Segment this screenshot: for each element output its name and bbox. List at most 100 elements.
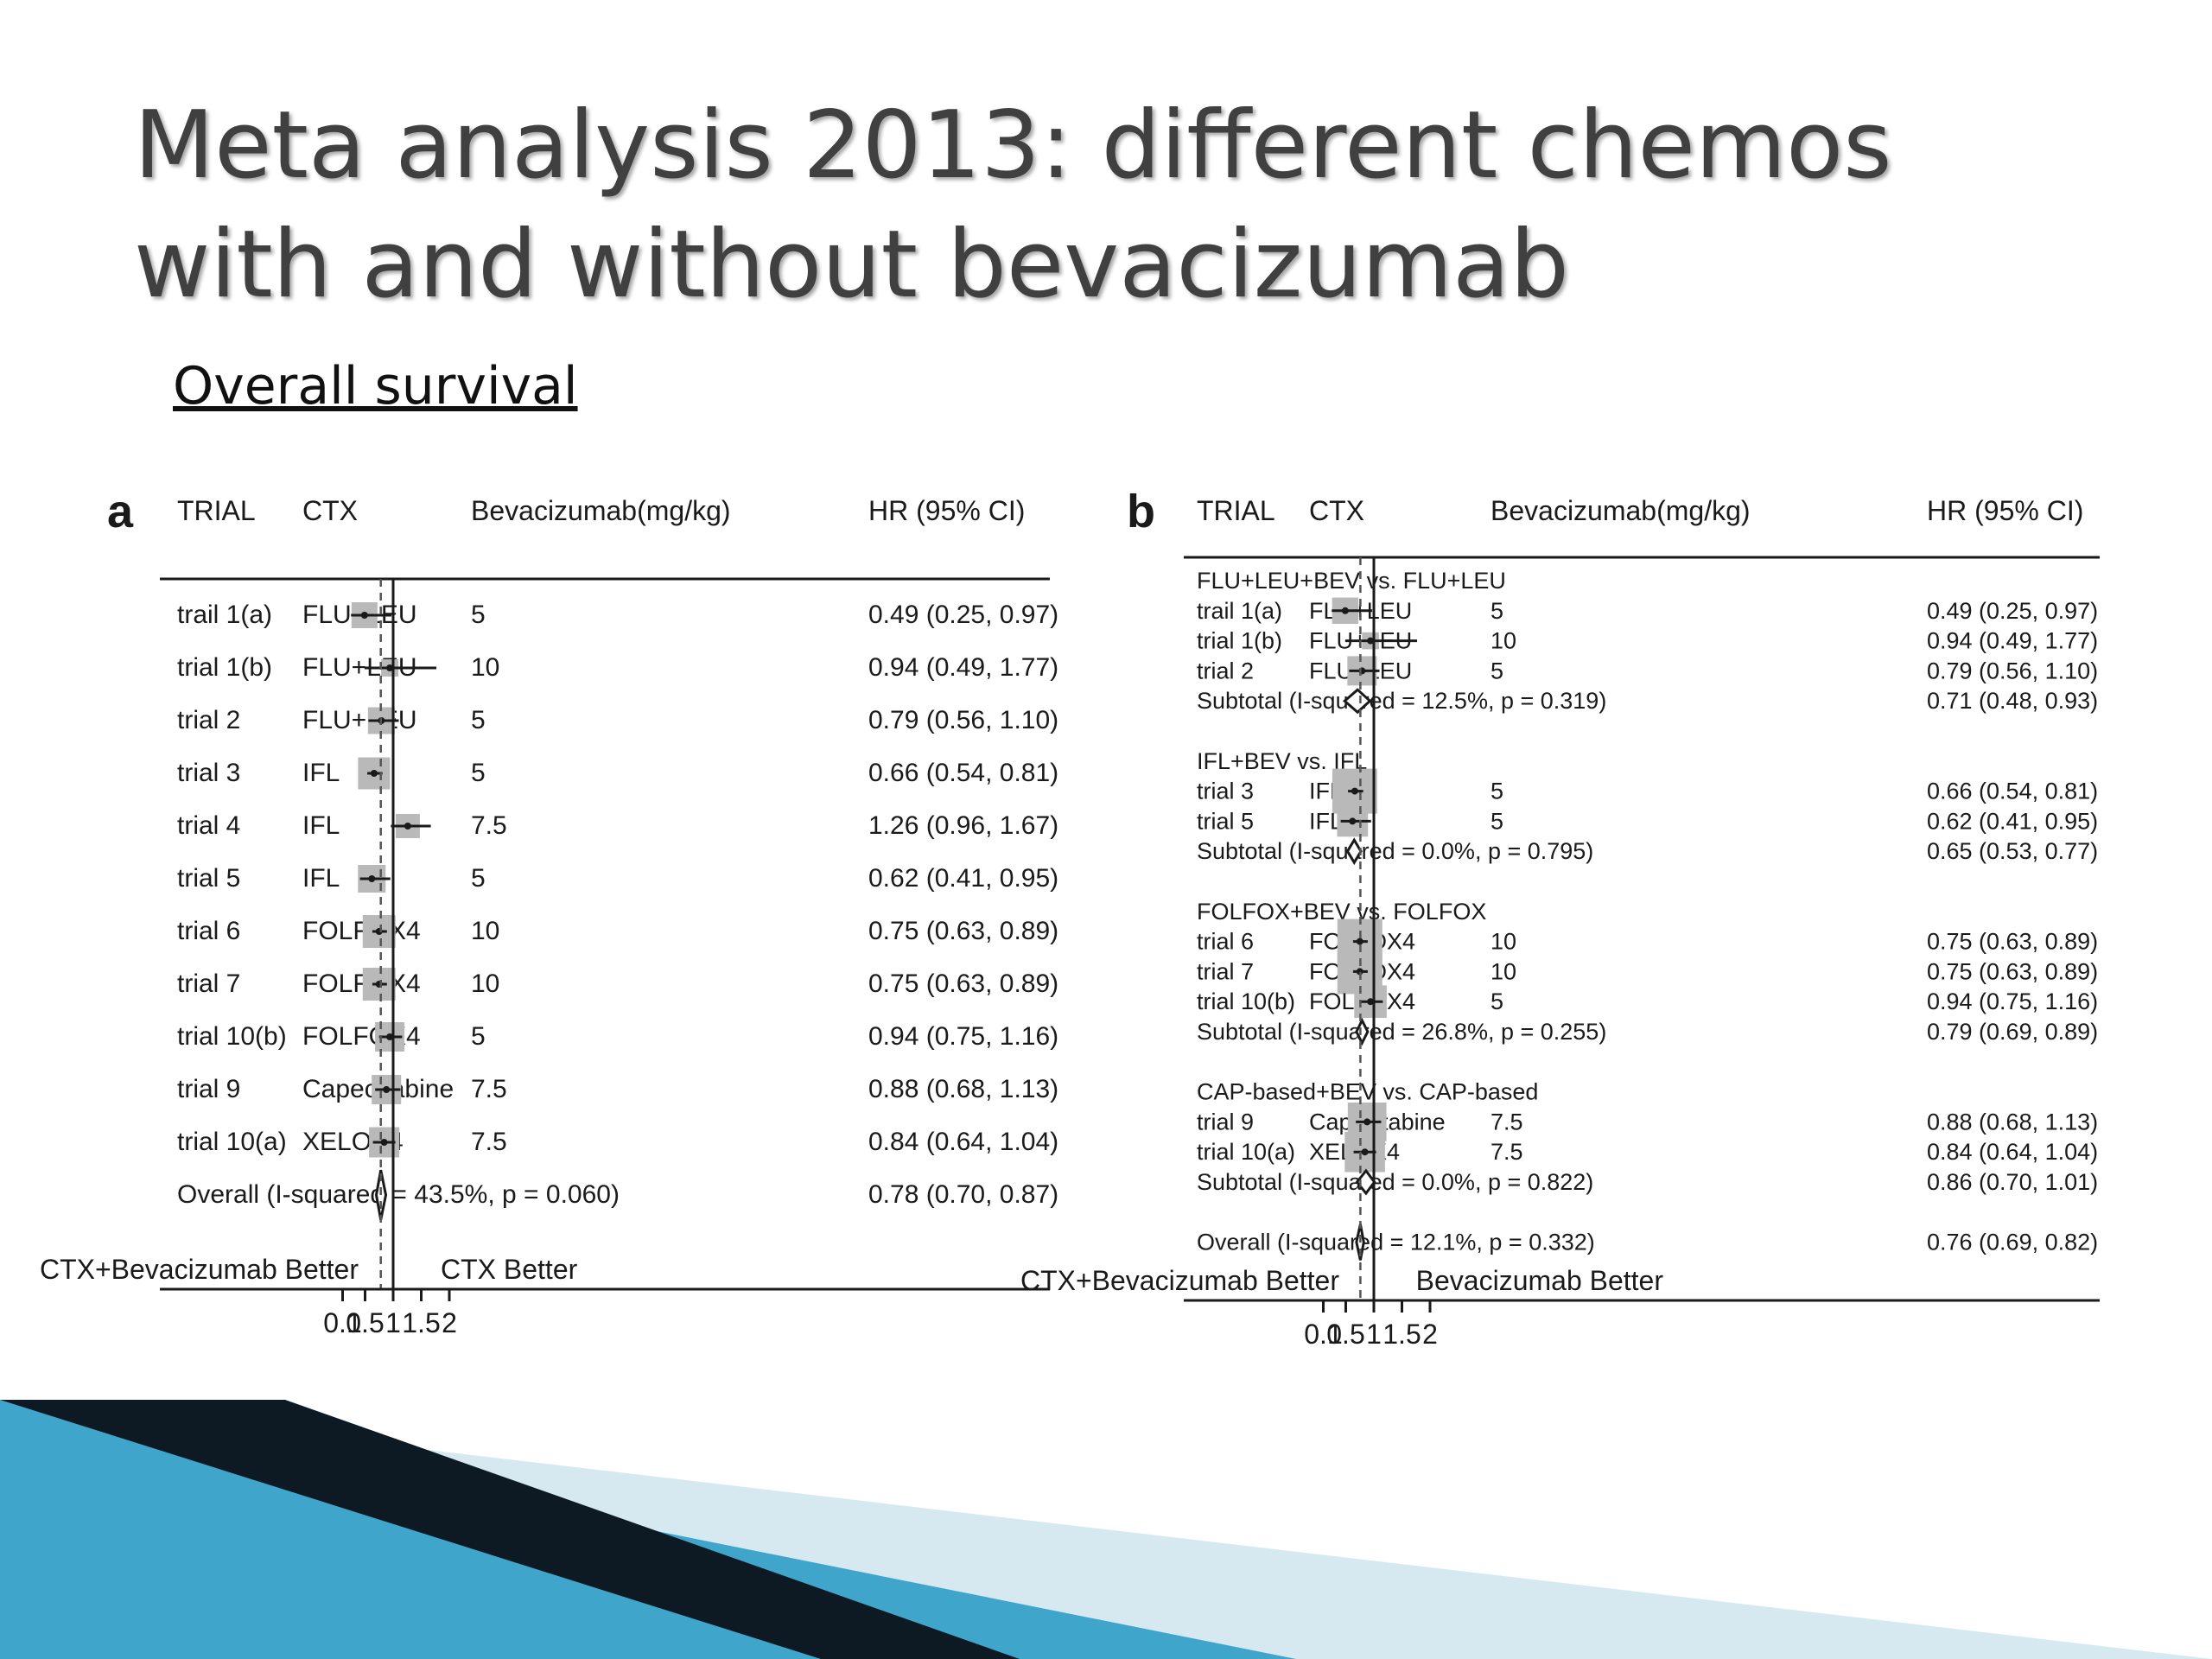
panel-letter: b xyxy=(1127,486,1155,537)
point-estimate xyxy=(370,770,378,777)
overall-label: Overall (I-squared = 43.5%, p = 0.060) xyxy=(177,1180,620,1209)
trial-label: trial 7 xyxy=(1197,958,1254,984)
hr-ci-label: 0.65 (0.53, 0.77) xyxy=(1927,838,2098,864)
ctx-label: FLU+LEU xyxy=(302,706,417,734)
bev-dose-label: 10 xyxy=(1491,929,1516,955)
bev-dose-label: 5 xyxy=(1491,808,1503,834)
trial-label: trial 4 xyxy=(177,811,240,840)
subgroup-header: FLU+LEU+BEV vs. FLU+LEU xyxy=(1197,568,1506,594)
hr-ci-label: 0.88 (0.68, 1.13) xyxy=(868,1075,1058,1103)
hr-ci-label: 0.71 (0.48, 0.93) xyxy=(1927,688,2098,714)
favors-right-label: Bevacizumab Better xyxy=(1416,1265,1664,1296)
point-estimate xyxy=(404,823,411,830)
trial-label: trial 10(a) xyxy=(1197,1139,1295,1165)
column-header: CTX xyxy=(1309,495,1364,526)
bev-dose-label: 5 xyxy=(471,864,486,893)
trial-label: trial 3 xyxy=(177,759,240,787)
hr-ci-label: 0.86 (0.70, 1.01) xyxy=(1927,1169,2098,1195)
trial-label: trial 7 xyxy=(177,969,240,998)
point-estimate xyxy=(1341,607,1349,614)
hr-ci-label: 0.94 (0.75, 1.16) xyxy=(868,1022,1058,1051)
overall-label: Overall (I-squared = 12.1%, p = 0.332) xyxy=(1197,1230,1595,1255)
forest-plot-a: a TRIAL CTX Bevacizumab(mg/kg) HR (95% CI) tr… xyxy=(40,486,1058,1338)
section-subtitle: Overall survival xyxy=(173,356,578,416)
point-estimate xyxy=(380,1139,388,1146)
hr-ci-label: 0.62 (0.41, 0.95) xyxy=(868,864,1058,893)
column-header: Bevacizumab(mg/kg) xyxy=(1491,495,1751,526)
point-estimate xyxy=(383,1086,391,1093)
trial-label: trial 9 xyxy=(177,1075,240,1103)
bev-dose-label: 5 xyxy=(1491,779,1503,804)
column-header: TRIAL xyxy=(1197,495,1275,526)
trial-label: trial 2 xyxy=(1197,658,1254,683)
x-tick-label: 2 xyxy=(442,1307,457,1338)
panel-letter: a xyxy=(107,486,134,537)
subtotal-label: Subtotal (I-squared = 26.8%, p = 0.255) xyxy=(1197,1019,1606,1045)
hr-ci-label: 0.79 (0.56, 1.10) xyxy=(868,706,1058,734)
x-tick-label: 1.5 xyxy=(1382,1319,1421,1350)
subtotal-diamond xyxy=(1355,1017,1370,1046)
subtotal-diamond xyxy=(1342,688,1372,715)
point-estimate xyxy=(1367,637,1375,645)
trial-label: trial 5 xyxy=(1197,808,1254,834)
hr-ci-label: 0.94 (0.49, 1.77) xyxy=(868,653,1058,682)
hr-ci-label: 0.75 (0.63, 0.89) xyxy=(1927,929,2098,955)
bev-dose-label: 7.5 xyxy=(471,811,507,840)
point-estimate xyxy=(360,612,368,619)
bev-dose-label: 7.5 xyxy=(1491,1139,1523,1165)
column-header: HR (95% CI) xyxy=(1927,495,2083,526)
hr-ci-label: 0.84 (0.64, 1.04) xyxy=(1927,1139,2098,1165)
point-estimate xyxy=(1367,998,1375,1006)
column-header: HR (95% CI) xyxy=(868,495,1025,526)
bev-dose-label: 10 xyxy=(471,969,499,998)
bev-dose-label: 10 xyxy=(1491,628,1516,654)
x-tick-label: 0.5 xyxy=(346,1307,384,1338)
ctx-label: IFL xyxy=(302,759,340,787)
trial-label: trial 1(b) xyxy=(177,653,272,682)
subtotal-label: Subtotal (I-squared = 0.0%, p = 0.795) xyxy=(1197,838,1593,864)
hr-ci-label: 0.49 (0.25, 0.97) xyxy=(868,601,1058,629)
column-header: Bevacizumab(mg/kg) xyxy=(471,495,731,526)
hr-ci-label: 0.88 (0.68, 1.13) xyxy=(1927,1109,2098,1135)
point-estimate xyxy=(1349,817,1357,825)
x-tick-label: 0.1 xyxy=(1304,1319,1342,1350)
trial-label: trial 10(a) xyxy=(177,1128,287,1156)
forest-rows: trail 1(a) FLU+LEU 5 0.49 (0.25, 0.97) trial… xyxy=(177,601,1058,1221)
ctx-label: IFL xyxy=(302,864,340,893)
trial-label: trial 5 xyxy=(177,864,240,893)
point-estimate xyxy=(368,875,376,882)
trial-label: trial 9 xyxy=(1197,1109,1254,1135)
point-estimate xyxy=(1356,938,1363,945)
decorative-swoosh xyxy=(0,1400,2212,1659)
bev-dose-label: 5 xyxy=(1491,988,1503,1014)
hr-ci-label: 0.84 (0.64, 1.04) xyxy=(868,1128,1058,1156)
x-tick-label: 1 xyxy=(385,1307,401,1338)
swoosh-dark xyxy=(0,1400,1020,1659)
bev-dose-label: 5 xyxy=(1491,598,1503,624)
hr-ci-label: 0.79 (0.69, 0.89) xyxy=(1927,1019,2098,1045)
trial-label: trial 6 xyxy=(1197,929,1254,955)
bev-dose-label: 7.5 xyxy=(471,1128,507,1156)
bev-dose-label: 5 xyxy=(471,706,486,734)
favors-right-label: CTX Better xyxy=(441,1254,578,1285)
hr-ci-label: 0.66 (0.54, 0.81) xyxy=(868,759,1058,787)
hr-ci-label: 0.75 (0.63, 0.89) xyxy=(1927,958,2098,984)
bev-dose-label: 5 xyxy=(471,1022,486,1051)
hr-ci-label: 0.79 (0.56, 1.10) xyxy=(1927,658,2098,683)
ctx-label: IFL xyxy=(302,811,340,840)
subgroup-header: CAP-based+BEV vs. CAP-based xyxy=(1197,1079,1538,1105)
point-estimate xyxy=(1361,1148,1369,1156)
trial-label: trial 6 xyxy=(177,917,240,945)
point-estimate xyxy=(386,664,394,671)
trial-label: trial 1(b) xyxy=(1197,628,1282,654)
bev-dose-label: 5 xyxy=(1491,658,1503,683)
x-tick-label: 1 xyxy=(1366,1319,1382,1350)
bev-dose-label: 5 xyxy=(471,759,486,787)
hr-ci-label: 0.49 (0.25, 0.97) xyxy=(1927,598,2098,624)
point-estimate xyxy=(1356,968,1363,976)
slide-title-line-1: Meta analysis 2013: different chemos xyxy=(134,92,1892,200)
trial-label: trial 10(b) xyxy=(177,1022,287,1051)
point-estimate xyxy=(1363,1118,1371,1126)
hr-ci-label: 0.75 (0.63, 0.89) xyxy=(868,917,1058,945)
hr-ci-label: 0.75 (0.63, 0.89) xyxy=(868,969,1058,998)
